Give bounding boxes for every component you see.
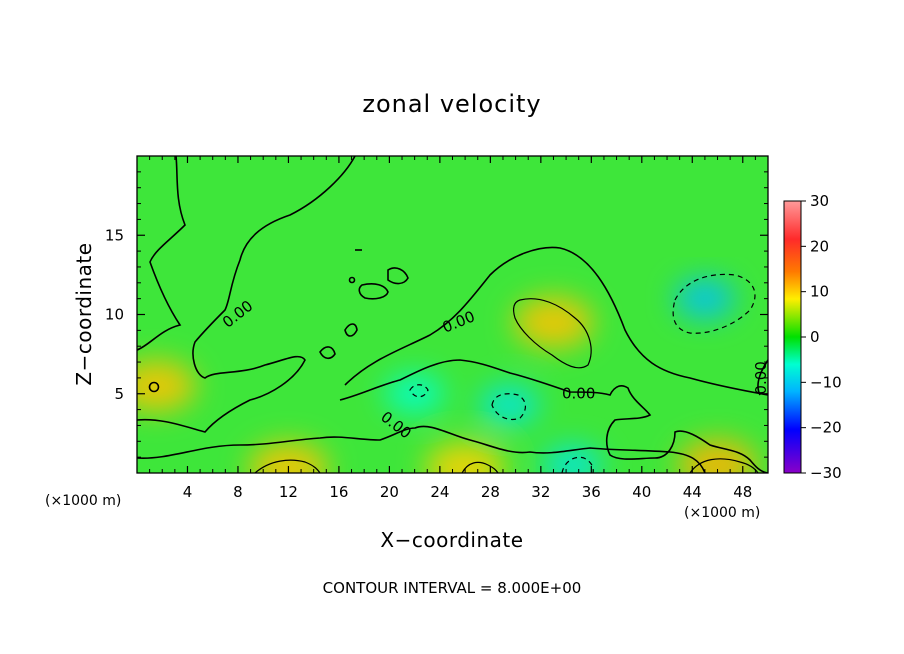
- velocity-min-blob: [384, 373, 445, 414]
- velocity-max-blob: [513, 296, 594, 349]
- contour-loop: [409, 384, 429, 398]
- plot-area: 0.00 0.000.000.000.00: [137, 156, 770, 473]
- y-axis-label: Z−coordinate: [72, 242, 96, 385]
- contour-line: [137, 156, 356, 433]
- colorbar-tick-label: 10: [810, 283, 829, 301]
- contour-loop: [319, 346, 336, 360]
- contour-line: [254, 459, 321, 473]
- x-tick-label: 48: [733, 483, 752, 501]
- contour-loop: [491, 393, 526, 421]
- velocity-max-blob: [425, 442, 506, 473]
- field-blobs: [137, 278, 758, 473]
- zero-contours: [137, 156, 768, 473]
- colorbar: [783, 200, 802, 474]
- x-unit-right: (×1000 m): [684, 505, 760, 521]
- contour-line: [137, 156, 186, 351]
- x-tick-label: 24: [430, 483, 449, 501]
- contour-label: 0.00: [752, 361, 770, 394]
- x-tick-label: 4: [183, 483, 193, 501]
- negative-contours: [409, 273, 756, 473]
- x-tick-label: 28: [481, 483, 500, 501]
- x-tick-label: 44: [683, 483, 702, 501]
- colorbar-tick-label: −20: [810, 419, 842, 437]
- velocity-min-blob: [674, 278, 735, 319]
- contour-line: [137, 425, 706, 473]
- velocity-min-blob: [479, 384, 540, 425]
- contour-line: [461, 461, 499, 473]
- x-tick-label: 16: [329, 483, 348, 501]
- y-tick-label: 10: [105, 306, 124, 324]
- contour-interval-note: CONTOUR INTERVAL = 8.000E+00: [323, 579, 582, 597]
- y-axis: 5 10 15: [105, 171, 768, 458]
- contour-line: [561, 456, 594, 473]
- x-tick-label: 8: [233, 483, 243, 501]
- x-unit-left: (×1000 m): [45, 493, 121, 509]
- x-axis: 4 8 12 16 20 24 28 32 36 40 44 48: [149, 156, 756, 501]
- contour-label: 0.00: [562, 384, 595, 402]
- contour-loop: [672, 273, 756, 334]
- velocity-max-blob: [137, 359, 196, 412]
- colorbar-tick-label: −10: [810, 373, 842, 391]
- colorbar-tick-label: 30: [810, 192, 829, 210]
- x-tick-label: 32: [531, 483, 550, 501]
- contour-line: [339, 359, 768, 473]
- colorbar-ticks: 30 20 10 0 −10 −20 −30: [801, 192, 842, 482]
- colorbar-tick-label: 0: [810, 328, 820, 346]
- x-tick-label: 36: [582, 483, 601, 501]
- contour-line: [757, 359, 768, 396]
- colorbar-tick-label: 20: [810, 237, 829, 255]
- field-background: [137, 156, 768, 473]
- contour-loop: [358, 283, 389, 300]
- y-tick-label: 5: [114, 385, 124, 403]
- contour-loop: [513, 298, 592, 369]
- velocity-min-blob: [542, 445, 603, 473]
- contour-loop: [348, 276, 356, 284]
- y-tick-label: 15: [105, 226, 124, 244]
- x-axis-label: X−coordinate: [380, 528, 523, 552]
- contour-loop: [344, 323, 358, 337]
- contour-loop: [387, 267, 409, 285]
- chart-title: zonal velocity: [362, 90, 541, 118]
- contour-loop: [148, 381, 160, 393]
- x-tick-label: 12: [279, 483, 298, 501]
- x-tick-label: 20: [380, 483, 399, 501]
- contour-line: [344, 246, 768, 396]
- colorbar-tick-label: −30: [810, 464, 842, 482]
- x-tick-label: 40: [632, 483, 651, 501]
- velocity-max-blob: [248, 442, 329, 473]
